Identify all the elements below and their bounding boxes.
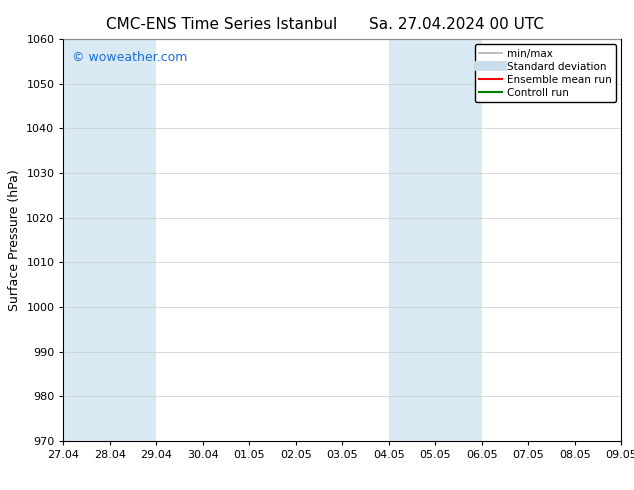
- Text: CMC-ENS Time Series Istanbul: CMC-ENS Time Series Istanbul: [107, 17, 337, 32]
- Bar: [389, 39, 482, 441]
- Bar: [63, 39, 157, 441]
- Y-axis label: Surface Pressure (hPa): Surface Pressure (hPa): [8, 169, 21, 311]
- Legend: min/max, Standard deviation, Ensemble mean run, Controll run: min/max, Standard deviation, Ensemble me…: [475, 45, 616, 102]
- Text: © woweather.com: © woweather.com: [72, 51, 187, 64]
- Text: Sa. 27.04.2024 00 UTC: Sa. 27.04.2024 00 UTC: [369, 17, 544, 32]
